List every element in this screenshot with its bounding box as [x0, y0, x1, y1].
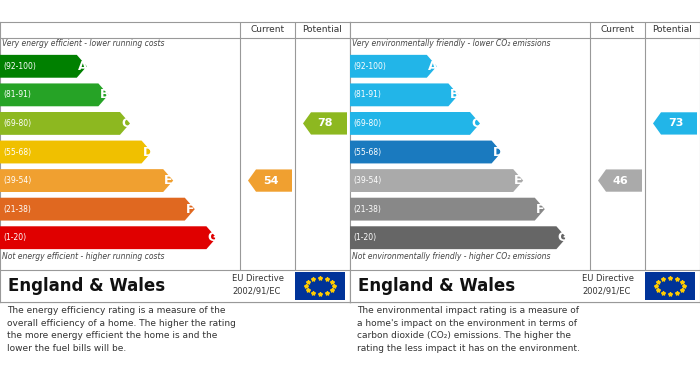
Text: Very energy efficient - lower running costs: Very energy efficient - lower running co… [2, 39, 164, 48]
Text: Environmental Impact (CO₂) Rating: Environmental Impact (CO₂) Rating [357, 5, 603, 18]
Polygon shape [0, 55, 87, 78]
Polygon shape [0, 112, 130, 135]
Text: 78: 78 [318, 118, 333, 128]
Text: Potential: Potential [652, 25, 692, 34]
Polygon shape [0, 83, 108, 106]
Text: EU Directive
2002/91/EC: EU Directive 2002/91/EC [582, 274, 634, 295]
Text: The environmental impact rating is a measure of
a home's impact on the environme: The environmental impact rating is a mea… [357, 307, 580, 353]
Polygon shape [350, 169, 523, 192]
Polygon shape [0, 226, 216, 249]
Text: Not energy efficient - higher running costs: Not energy efficient - higher running co… [2, 252, 164, 261]
Polygon shape [350, 83, 458, 106]
Text: D: D [143, 145, 153, 158]
Polygon shape [248, 169, 292, 192]
Text: (55-68): (55-68) [3, 147, 31, 156]
Polygon shape [350, 226, 566, 249]
Text: (69-80): (69-80) [3, 119, 31, 128]
Text: (55-68): (55-68) [353, 147, 381, 156]
Polygon shape [350, 55, 437, 78]
Text: (21-38): (21-38) [353, 204, 381, 213]
Polygon shape [0, 169, 173, 192]
Text: C: C [121, 117, 130, 130]
Text: 46: 46 [612, 176, 629, 186]
Text: B: B [449, 88, 459, 101]
Polygon shape [0, 141, 152, 163]
Text: (21-38): (21-38) [3, 204, 31, 213]
Polygon shape [350, 198, 545, 221]
Text: E: E [514, 174, 523, 187]
Text: The energy efficiency rating is a measure of the
overall efficiency of a home. T: The energy efficiency rating is a measur… [7, 307, 236, 353]
Polygon shape [303, 112, 347, 135]
Text: F: F [186, 203, 195, 216]
Text: (69-80): (69-80) [353, 119, 381, 128]
Text: (39-54): (39-54) [353, 176, 382, 185]
Text: (81-91): (81-91) [353, 90, 381, 99]
Polygon shape [653, 112, 697, 135]
Text: (39-54): (39-54) [3, 176, 31, 185]
Text: B: B [99, 88, 109, 101]
Text: E: E [164, 174, 173, 187]
Polygon shape [350, 112, 480, 135]
Polygon shape [598, 169, 642, 192]
Text: Current: Current [601, 25, 635, 34]
Text: Energy Efficiency Rating: Energy Efficiency Rating [7, 5, 178, 18]
Text: D: D [493, 145, 503, 158]
Text: (92-100): (92-100) [353, 62, 386, 71]
FancyBboxPatch shape [645, 272, 695, 300]
Text: A: A [428, 60, 438, 73]
Text: Not environmentally friendly - higher CO₂ emissions: Not environmentally friendly - higher CO… [352, 252, 550, 261]
Text: Current: Current [251, 25, 285, 34]
Text: 73: 73 [668, 118, 683, 128]
Text: Potential: Potential [302, 25, 342, 34]
Text: Very environmentally friendly - lower CO₂ emissions: Very environmentally friendly - lower CO… [352, 39, 550, 48]
Text: F: F [536, 203, 545, 216]
Text: G: G [557, 231, 568, 244]
FancyBboxPatch shape [295, 272, 345, 300]
Text: C: C [471, 117, 480, 130]
Polygon shape [350, 141, 502, 163]
Text: (81-91): (81-91) [3, 90, 31, 99]
Text: EU Directive
2002/91/EC: EU Directive 2002/91/EC [232, 274, 284, 295]
Text: A: A [78, 60, 88, 73]
Polygon shape [0, 198, 195, 221]
Text: England & Wales: England & Wales [358, 277, 515, 295]
Text: G: G [207, 231, 218, 244]
Text: (1-20): (1-20) [3, 233, 26, 242]
Text: (92-100): (92-100) [3, 62, 36, 71]
Text: 54: 54 [262, 176, 279, 186]
Text: (1-20): (1-20) [353, 233, 376, 242]
Text: England & Wales: England & Wales [8, 277, 165, 295]
